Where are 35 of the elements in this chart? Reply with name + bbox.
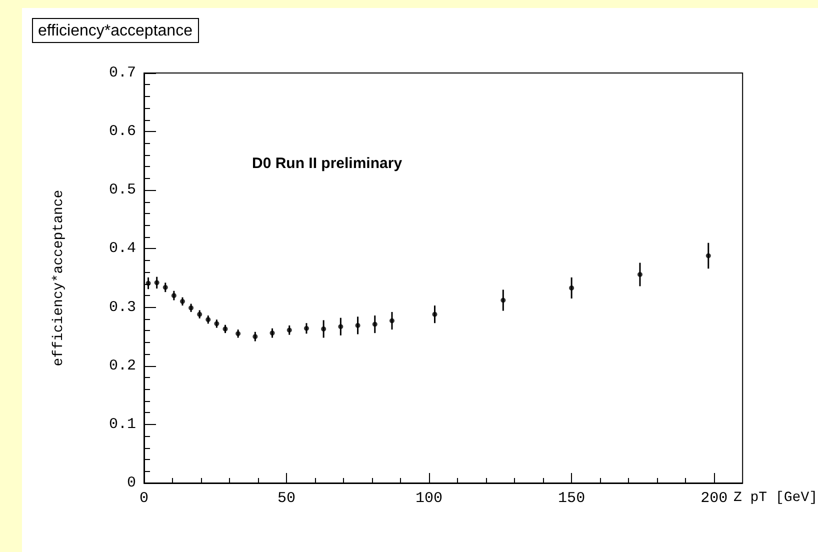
point bbox=[355, 322, 360, 328]
point bbox=[162, 284, 168, 290]
x-tick-label: 200 bbox=[700, 490, 728, 507]
point bbox=[270, 330, 275, 336]
point bbox=[146, 280, 151, 286]
x-tick-label: 150 bbox=[558, 490, 586, 507]
y-tick-label: 0.3 bbox=[108, 298, 136, 316]
point bbox=[304, 326, 309, 331]
x-tick-label: 100 bbox=[416, 490, 443, 507]
point bbox=[569, 285, 574, 290]
y-tick-label: 0.6 bbox=[108, 123, 136, 140]
annotation: D0 Run II preliminary bbox=[252, 155, 403, 172]
x-axis-title: Z pT [GeV] bbox=[733, 490, 818, 506]
chart-title: efficiency*acceptance bbox=[38, 22, 193, 40]
y-axis-title: efficiency*acceptance bbox=[51, 190, 67, 366]
point bbox=[372, 322, 378, 327]
point bbox=[252, 334, 258, 340]
x-tick-label: 0 bbox=[139, 490, 149, 507]
y-tick-label: 0 bbox=[126, 474, 136, 492]
y-tick-label: 0.2 bbox=[108, 357, 136, 374]
point bbox=[500, 298, 506, 303]
y-tick-label: 0.1 bbox=[108, 416, 136, 433]
point bbox=[338, 324, 344, 330]
point bbox=[706, 253, 711, 258]
y-tick-label: 0.4 bbox=[108, 240, 136, 258]
point bbox=[432, 312, 438, 317]
point bbox=[286, 328, 292, 333]
point bbox=[154, 280, 160, 286]
point bbox=[389, 318, 394, 324]
point bbox=[637, 272, 642, 277]
y-tick-label: 0.5 bbox=[108, 182, 136, 199]
x-tick-label: 50 bbox=[278, 490, 296, 507]
point bbox=[171, 293, 176, 298]
y-tick-label: 0.7 bbox=[108, 64, 136, 82]
point bbox=[321, 326, 326, 332]
